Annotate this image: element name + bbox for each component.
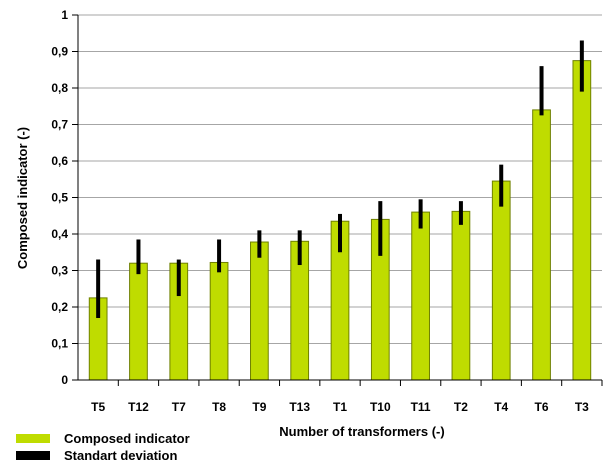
bar-t2 [451,210,471,381]
y-tick-label: 0 [61,373,68,387]
y-tick-label: 0,4 [51,227,68,241]
y-tick-label: 0,3 [51,264,68,278]
axes [72,14,603,386]
legend: Composed indicator Standart deviation [16,430,190,464]
y-tick-label: 0,9 [51,45,68,59]
error-bar-series [96,40,584,318]
x-tick-label: T2 [454,400,468,414]
y-tick-label: 0,2 [51,300,68,314]
bar-t12 [129,262,148,381]
x-tick-label: T5 [91,400,105,414]
x-tick-label: T11 [411,400,431,414]
legend-swatch-black [16,451,50,460]
y-tick-label: 1 [61,8,68,22]
bar-t11 [411,211,430,381]
bar-series [88,60,592,381]
bar-t4 [491,180,511,381]
x-tick-label: T4 [494,400,508,414]
x-tick-label: T1 [333,400,347,414]
x-axis-title: Number of transformers (-) [279,424,444,439]
x-tick-label: T8 [212,400,226,414]
legend-label: Standart deviation [64,448,178,463]
x-tick-labels: T5 T12 T7 T8 T9 T13 T1 T10 T11 T2 T4 T6 T3 [91,400,589,414]
x-tick-label: T7 [172,400,186,414]
x-tick-label: T3 [575,400,589,414]
x-tick-label: T13 [289,400,310,414]
legend-label: Composed indicator [64,431,190,446]
bar-t3 [572,60,592,381]
y-tick-label: 0,1 [51,337,68,351]
y-tick-labels: 0 0,1 0,2 0,3 0,4 0,5 0,6 0,7 0,8 0,9 1 [51,8,68,387]
legend-item-standart-deviation: Standart deviation [16,447,190,464]
y-axis-title: Composed indicator (-) [15,127,30,269]
y-tick-label: 0,7 [51,118,68,132]
x-tick-label: T9 [252,400,266,414]
bar-t9 [250,241,269,381]
x-tick-label: T10 [370,400,391,414]
bar-t8 [209,261,229,381]
y-tick-label: 0,8 [51,81,68,95]
x-tick-label: T6 [535,400,549,414]
legend-item-composed-indicator: Composed indicator [16,430,190,447]
legend-swatch-green [16,434,50,443]
x-tick-label: T12 [128,400,149,414]
gridlines [78,14,602,344]
y-tick-label: 0,6 [51,154,68,168]
y-tick-label: 0,5 [51,191,68,205]
bar-t6 [532,109,551,381]
